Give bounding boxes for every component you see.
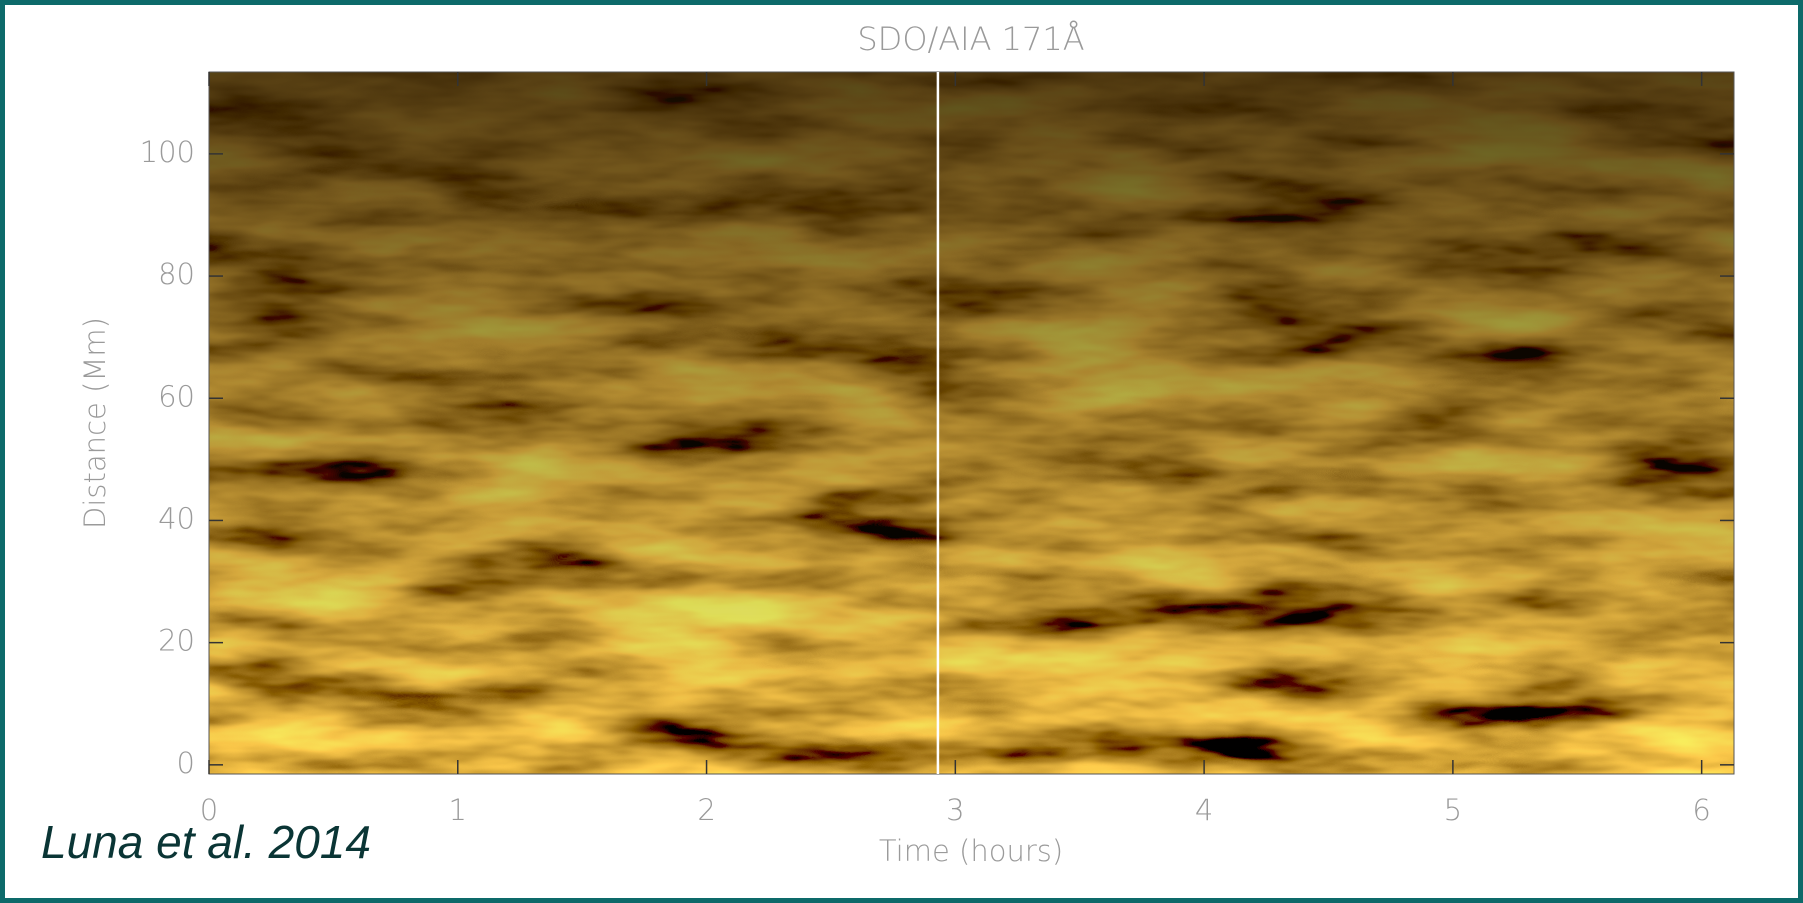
x-axis-label: Time (hours)	[879, 834, 1063, 868]
x-tick-label: 5	[1444, 793, 1462, 827]
x-tick-label: 1	[449, 793, 467, 827]
x-tick-label: 3	[946, 793, 964, 827]
y-tick-label: 60	[158, 379, 195, 413]
citation: Luna et al. 2014	[41, 816, 371, 868]
y-tick-label: 20	[158, 624, 195, 658]
x-tick-label: 2	[697, 793, 715, 827]
x-tick-label: 6	[1692, 793, 1710, 827]
y-tick-label: 100	[140, 135, 195, 169]
y-tick-label: 80	[158, 257, 195, 291]
chart-title: SDO/AIA 171Å	[857, 20, 1084, 58]
plot-image	[208, 71, 1735, 775]
y-tick-label: 0	[177, 746, 195, 780]
x-tick-label: 4	[1195, 793, 1213, 827]
x-tick-label: 0	[200, 793, 218, 827]
y-axis-label: Distance (Mm)	[78, 317, 112, 529]
y-tick-label: 40	[158, 501, 195, 535]
